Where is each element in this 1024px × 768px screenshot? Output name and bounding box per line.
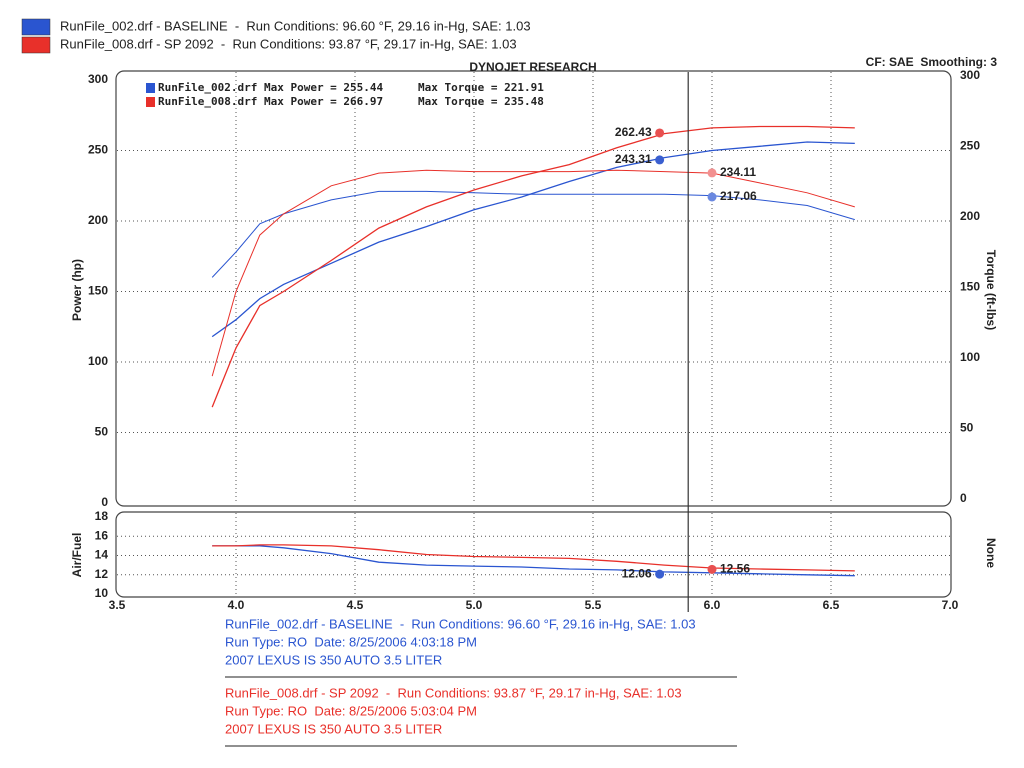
- y-tick-label: 300: [88, 72, 108, 86]
- run-detail: 2007 LEXUS IS 350 AUTO 3.5 LITER: [225, 652, 442, 667]
- x-tick-label: 5.0: [466, 598, 483, 612]
- y2-tick-label: 250: [960, 139, 980, 153]
- max-torque: Max Torque = 235.48: [418, 95, 544, 108]
- x-tick-label: 6.0: [704, 598, 721, 612]
- y-tick-label: 100: [88, 354, 108, 368]
- legend-label: RunFile_008.drf - SP 2092 - Run Conditio…: [60, 36, 517, 51]
- x-tick-label: 7.0: [942, 598, 959, 612]
- data-line: [211, 190, 855, 278]
- marker: [655, 128, 665, 138]
- run-detail: Run Type: RO Date: 8/25/2006 5:03:04 PM: [225, 703, 477, 718]
- x-tick-label: 6.5: [823, 598, 840, 612]
- y-tick-label: 0: [101, 495, 108, 509]
- y2-tick-label: 200: [960, 209, 980, 223]
- y-tick-label: 10: [95, 586, 109, 600]
- data-line: [212, 545, 855, 577]
- y2-tick-label: 100: [960, 350, 980, 364]
- y-tick-label: 18: [95, 509, 109, 523]
- afr-axis-label: Air/Fuel: [70, 533, 84, 578]
- stats-swatch: [146, 83, 155, 93]
- y-axis-label: Power (hp): [70, 259, 84, 321]
- marker-label: 12.56: [720, 562, 750, 576]
- data-line: [212, 544, 855, 572]
- y2-tick-label: 50: [960, 421, 974, 435]
- legend-swatch: [21, 36, 51, 54]
- y-tick-label: 200: [88, 213, 108, 227]
- y2-axis-label: Torque (ft-lbs): [984, 250, 998, 330]
- y-tick-label: 14: [95, 548, 109, 562]
- y2-tick-label: 0: [960, 491, 967, 505]
- legend-label: RunFile_002.drf - BASELINE - Run Conditi…: [60, 18, 531, 33]
- marker: [707, 564, 717, 574]
- y-tick-label: 12: [95, 567, 109, 581]
- x-tick-label: 4.5: [347, 598, 364, 612]
- y-tick-label: 250: [88, 143, 108, 157]
- data-line: [211, 125, 855, 408]
- legend-swatch: [21, 18, 51, 36]
- run-name: RunFile_008.drf - SP 2092 - Run Conditio…: [225, 685, 682, 700]
- marker-label: 234.11: [720, 165, 756, 179]
- x-tick-label: 5.5: [585, 598, 602, 612]
- marker: [655, 155, 665, 165]
- max-torque: Max Torque = 221.91: [418, 81, 544, 94]
- marker-label: 243.31: [615, 152, 652, 166]
- marker: [707, 168, 717, 178]
- marker: [655, 569, 665, 579]
- y-tick-label: 50: [95, 425, 109, 439]
- run-name: RunFile_002.drf - BASELINE - Run Conditi…: [225, 616, 696, 631]
- y2-tick-label: 150: [960, 280, 980, 294]
- y-tick-label: 16: [95, 528, 109, 542]
- afr-frame: [115, 511, 952, 598]
- marker: [707, 192, 717, 202]
- afr-y2-label: None: [984, 538, 998, 568]
- y2-tick-label: 300: [960, 68, 980, 82]
- x-tick-label: 4.0: [228, 598, 245, 612]
- data-line: [211, 141, 855, 338]
- marker-label: 12.06: [622, 566, 652, 580]
- chart-subtitle: CF: SAE Smoothing: 3: [866, 55, 998, 69]
- run-detail: 2007 LEXUS IS 350 AUTO 3.5 LITER: [225, 721, 442, 736]
- stats-swatch: [146, 97, 155, 107]
- max-power: RunFile_008.drf Max Power = 266.97: [158, 95, 383, 108]
- marker-label: 262.43: [615, 125, 652, 139]
- data-line: [211, 169, 855, 377]
- y-tick-label: 150: [88, 284, 108, 298]
- max-power: RunFile_002.drf Max Power = 255.44: [158, 81, 384, 94]
- power-frame: [115, 70, 952, 507]
- x-tick-label: 3.5: [109, 598, 126, 612]
- marker-label: 217.06: [720, 189, 757, 203]
- chart-title: DYNOJET RESEARCH: [469, 60, 596, 74]
- run-detail: Run Type: RO Date: 8/25/2006 4:03:18 PM: [225, 634, 477, 649]
